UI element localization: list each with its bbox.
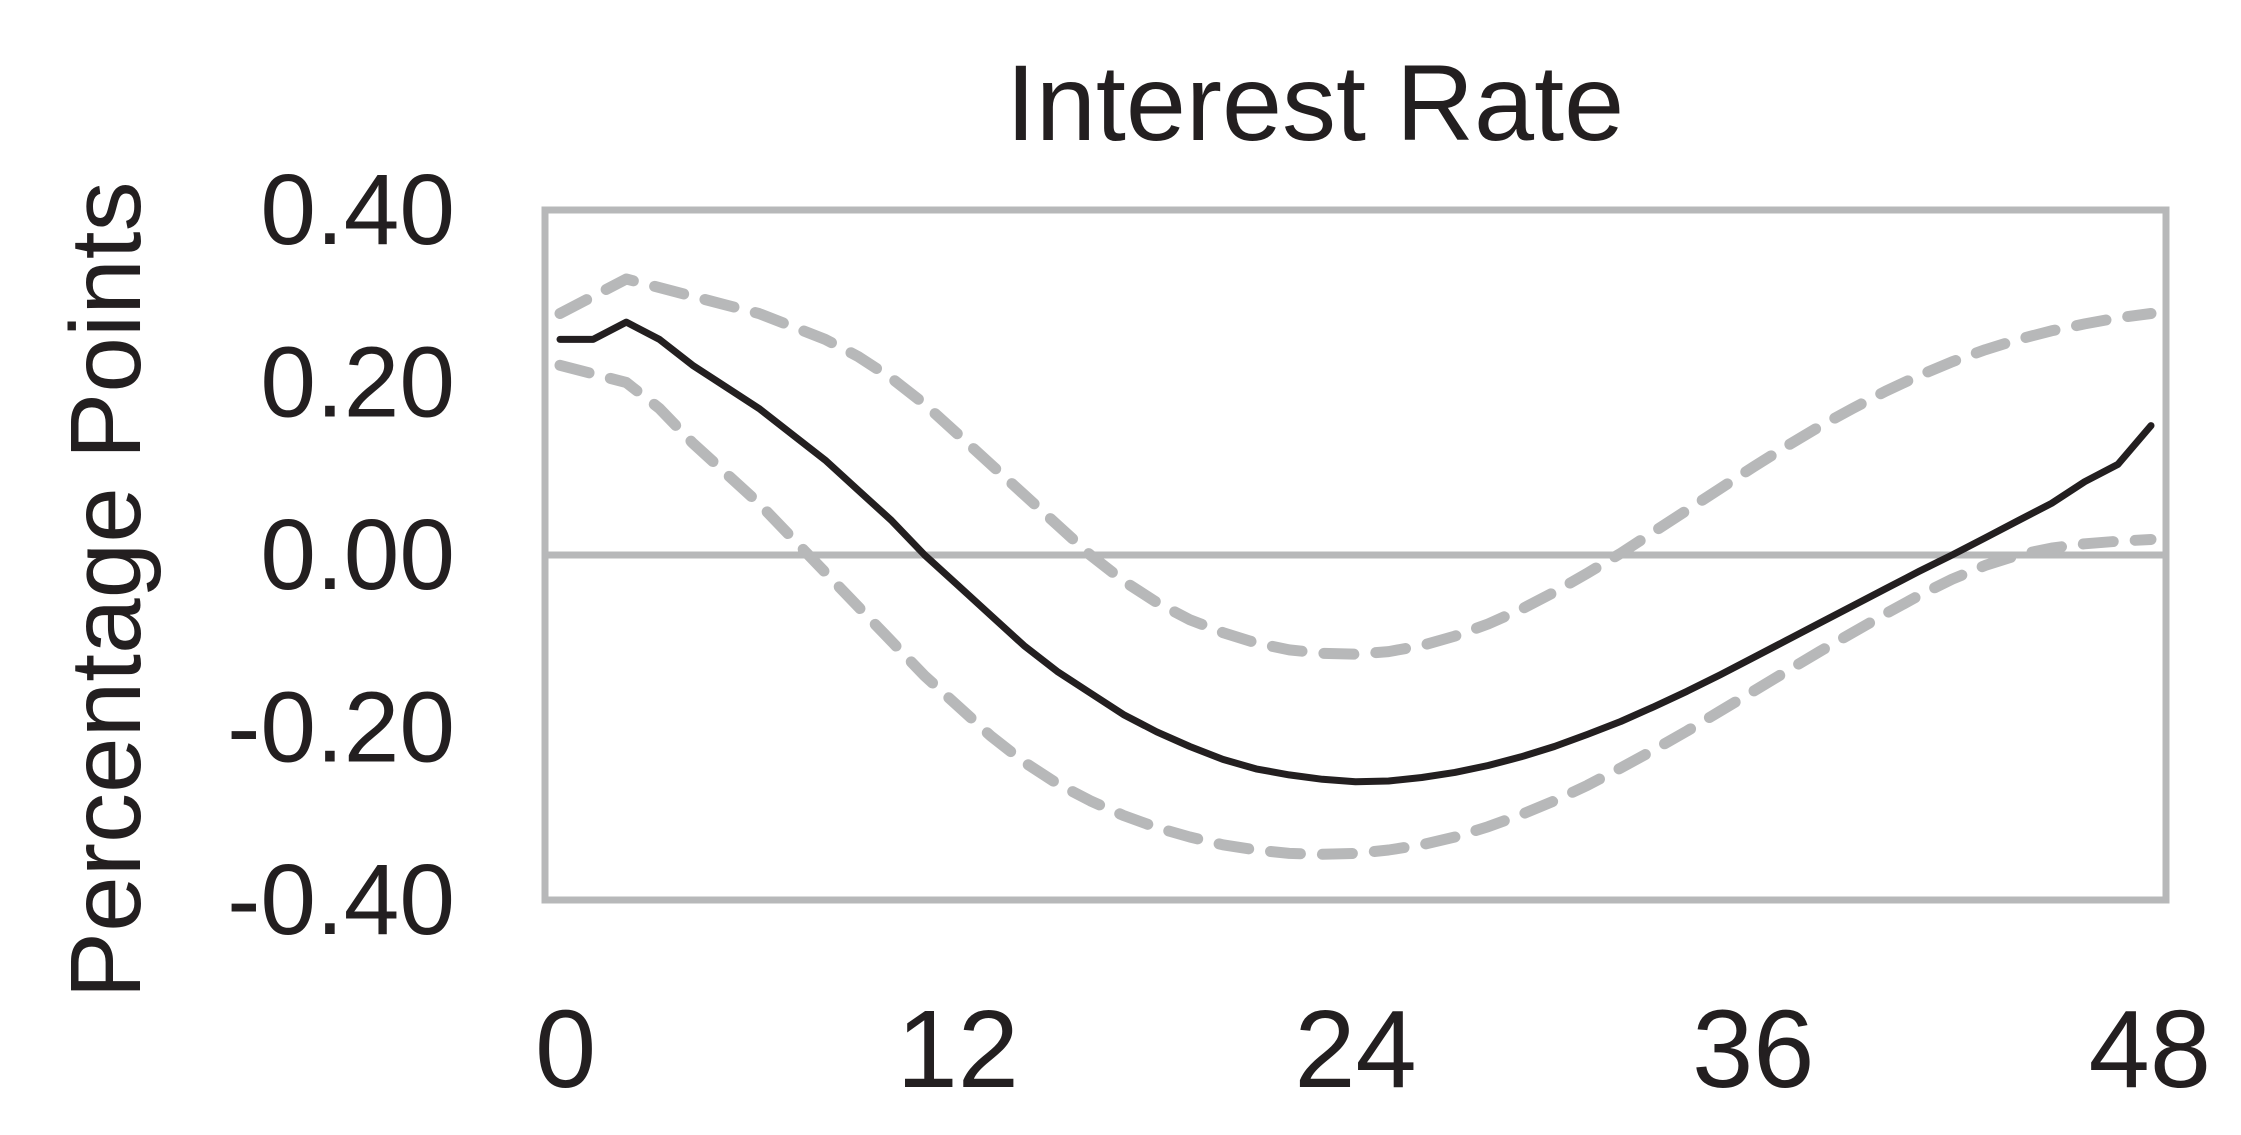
y-tick-label: 0.00 — [260, 499, 455, 611]
y-tick-label: -0.40 — [227, 844, 455, 956]
series-line-lower-band — [554, 359, 2157, 860]
series-line-upper-band — [554, 273, 2157, 660]
x-tick-label: 12 — [897, 988, 1019, 1111]
chart-title: Interest Rate — [1006, 42, 1624, 163]
x-tick-label: 24 — [1294, 988, 1416, 1111]
y-tick-label: -0.20 — [227, 672, 455, 784]
y-tick-label: 0.40 — [260, 154, 455, 266]
series-layer — [554, 273, 2157, 860]
y-tick-label: 0.20 — [260, 327, 455, 439]
series-line-estimate — [556, 318, 2155, 786]
x-tick-labels: 0 12 24 36 48 — [535, 988, 2211, 1111]
y-axis-label: Percentage Points — [50, 181, 162, 998]
x-tick-label: 36 — [1692, 988, 1814, 1111]
x-tick-label: 48 — [2089, 988, 2211, 1111]
x-tick-label: 0 — [535, 988, 596, 1111]
y-tick-labels: 0.40 0.20 0.00 -0.20 -0.40 — [227, 154, 455, 956]
